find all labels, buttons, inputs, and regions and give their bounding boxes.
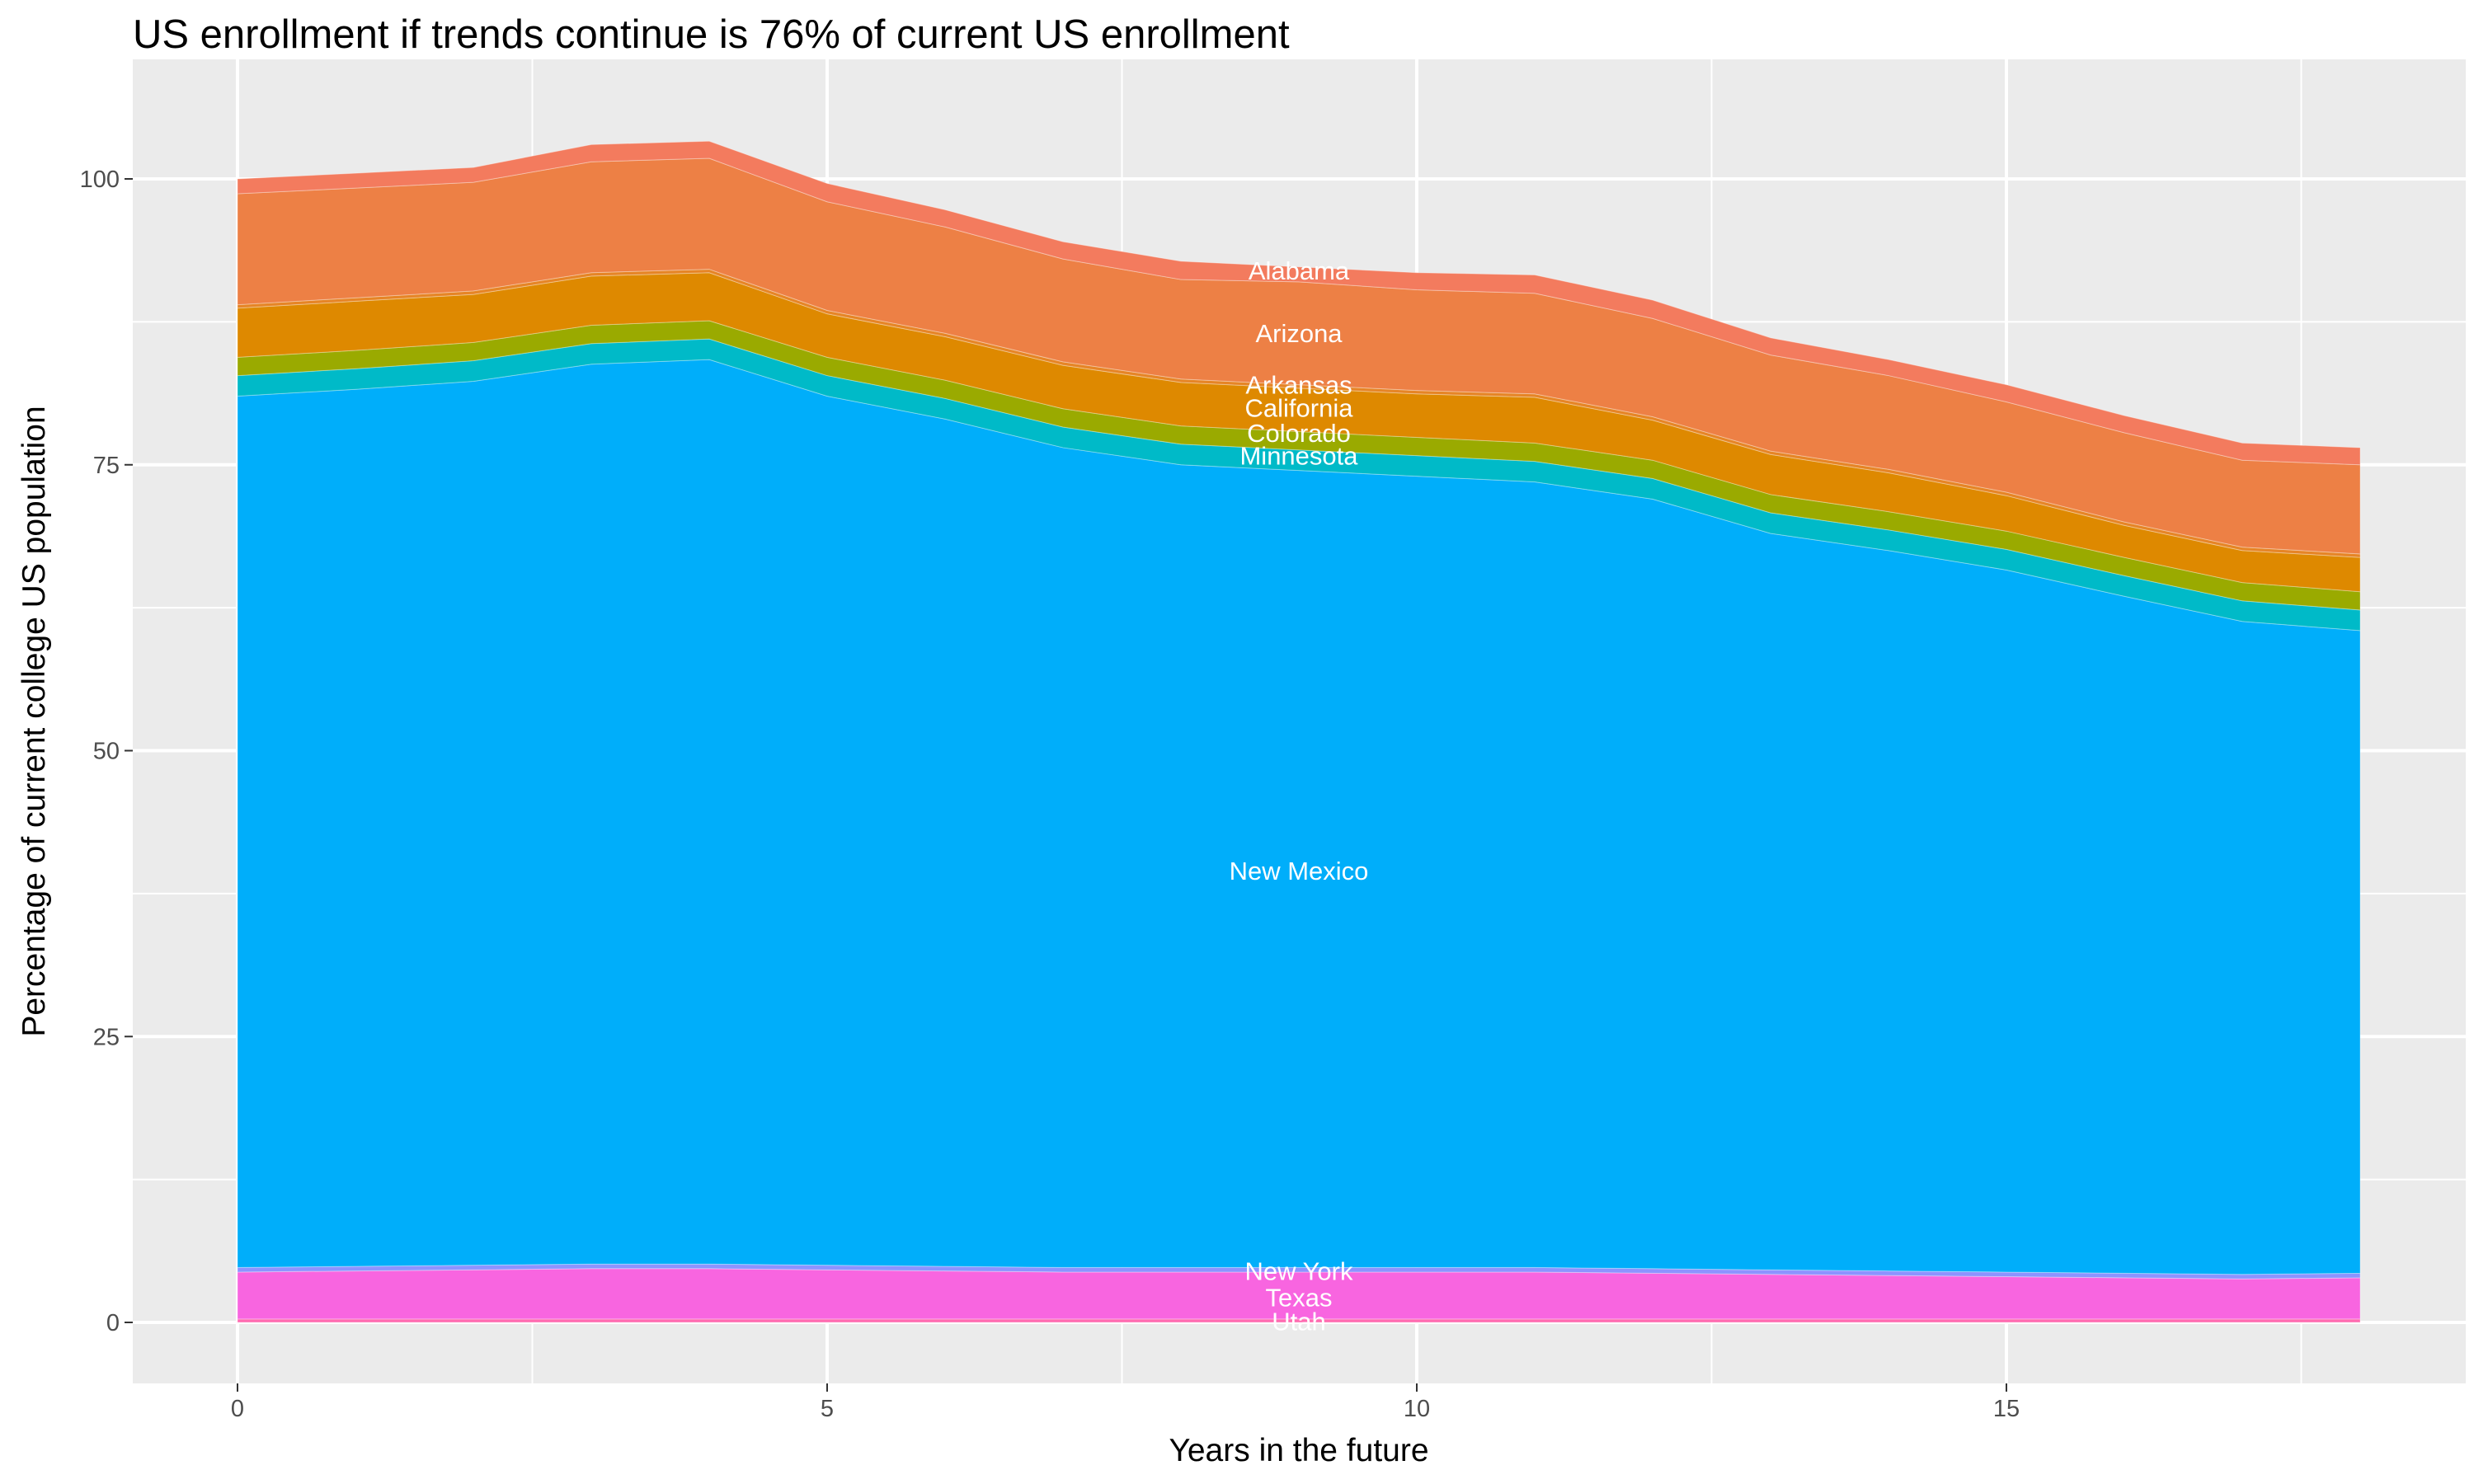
x-tick-label: 5 [821,1396,834,1422]
series-labels: Alabama Arizona ArkansasCaliforniaColorado… [1230,256,1369,1336]
x-tick-label: 0 [231,1396,244,1422]
x-tick-label: 10 [1404,1396,1430,1422]
x-axis-ticks: 0 5 10 15 [231,1383,2020,1422]
series-label: California [1245,393,1354,422]
y-tick-label: 0 [106,1310,120,1336]
area-arizona [237,157,2361,555]
y-tick-label: 100 [80,167,120,193]
series-label: Alabama [1249,256,1350,285]
series-label: Texas [1266,1283,1333,1312]
area-new-york [237,1263,2361,1280]
x-tick-label: 15 [1993,1396,2020,1422]
series-label: Minnesota [1239,442,1358,471]
area-minnesota [237,338,2361,632]
chart-title: US enrollment if trends continue is 76% … [133,12,1290,57]
series-label: Arkansas [1245,371,1352,400]
series-label: New York [1245,1257,1353,1286]
y-tick-label: 75 [93,453,120,479]
y-axis-ticks: 0 25 50 75 100 [80,167,133,1336]
series-label: Arizona [1255,319,1343,348]
series-label: New Mexico [1230,857,1369,885]
area-layers [237,140,2361,1323]
y-axis-title: Percentage of current college US populat… [16,406,52,1036]
area-utah [237,1318,2361,1323]
series-label: Utah [1272,1308,1325,1336]
y-tick-label: 50 [93,739,120,765]
y-tick-label: 25 [93,1024,120,1050]
area-arkansas [237,269,2361,558]
area-alabama [237,140,2361,466]
x-axis-title: Years in the future [1169,1433,1428,1468]
series-label: Colorado [1247,419,1351,448]
